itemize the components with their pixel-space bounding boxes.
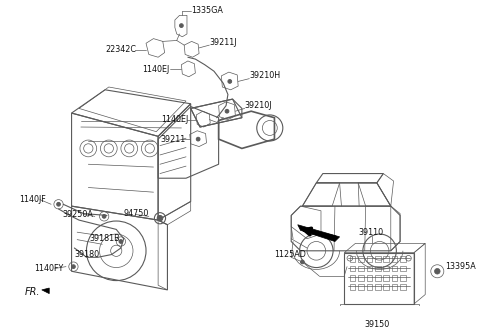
Circle shape — [57, 202, 60, 206]
Text: 1335GA: 1335GA — [191, 6, 223, 15]
Circle shape — [157, 215, 163, 221]
Text: 39211: 39211 — [161, 135, 186, 144]
Text: 1125AD: 1125AD — [275, 250, 306, 259]
Text: 1140EJ: 1140EJ — [142, 65, 169, 74]
Text: 13395A: 13395A — [445, 262, 476, 271]
Text: 39181B: 39181B — [89, 234, 120, 243]
Polygon shape — [298, 225, 339, 242]
Text: 1140JF: 1140JF — [20, 195, 46, 204]
Text: FR.: FR. — [25, 287, 40, 297]
Circle shape — [300, 260, 304, 264]
Text: 39210H: 39210H — [249, 71, 280, 80]
Text: 39110: 39110 — [358, 228, 384, 237]
Circle shape — [102, 215, 106, 218]
Text: 1140FY: 1140FY — [35, 264, 63, 273]
Text: 22342C: 22342C — [105, 45, 136, 54]
Text: 39180: 39180 — [74, 250, 99, 259]
Circle shape — [119, 240, 123, 243]
Circle shape — [228, 79, 232, 83]
Circle shape — [180, 24, 183, 27]
Circle shape — [196, 137, 200, 141]
Circle shape — [72, 265, 75, 268]
Text: 39210J: 39210J — [245, 101, 272, 110]
Circle shape — [225, 109, 229, 113]
Text: 1140EJ: 1140EJ — [161, 115, 188, 124]
Polygon shape — [42, 288, 49, 294]
Text: 94750: 94750 — [124, 209, 149, 218]
Circle shape — [434, 268, 440, 274]
Text: 39250A: 39250A — [62, 210, 93, 219]
Text: 39211J: 39211J — [209, 38, 237, 47]
Text: 39150: 39150 — [365, 320, 390, 327]
